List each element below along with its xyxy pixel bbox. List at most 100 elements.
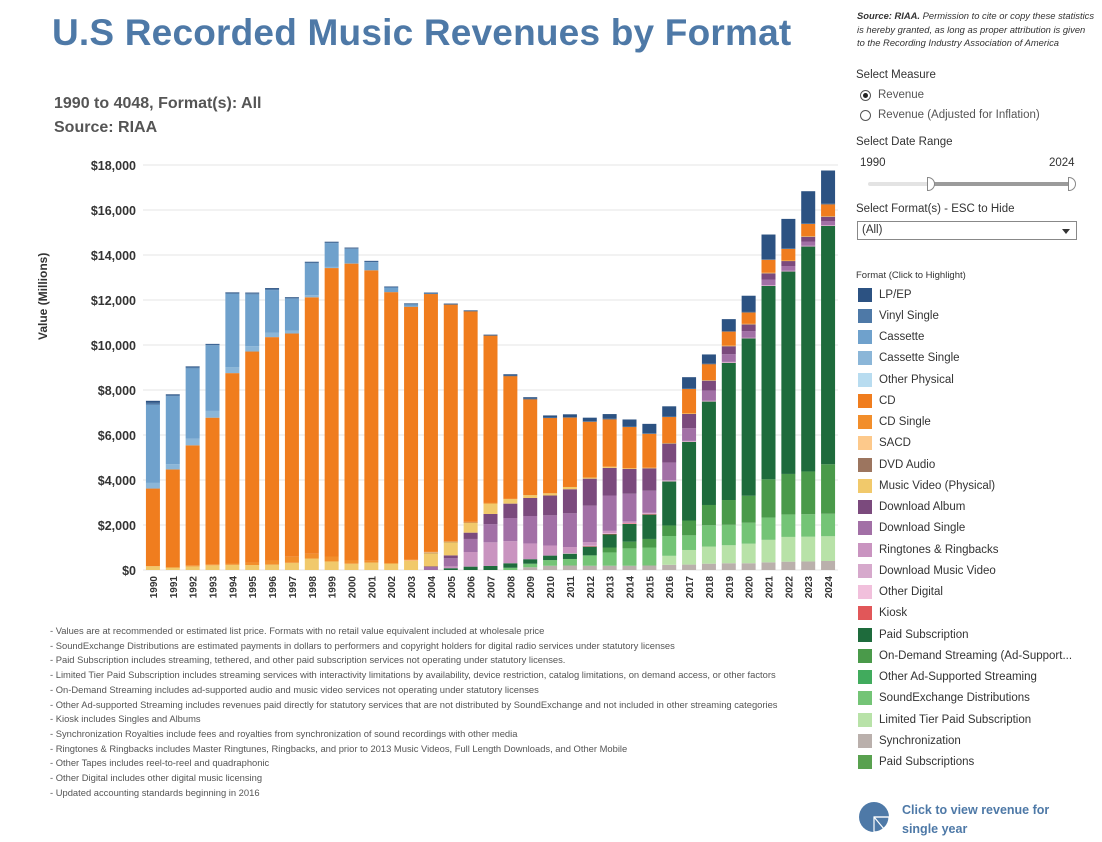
bar-segment[interactable] <box>642 547 657 566</box>
bar-segment[interactable] <box>801 245 816 247</box>
bar-segment[interactable] <box>404 306 419 560</box>
bar-segment[interactable] <box>781 270 796 272</box>
bar-segment[interactable] <box>662 462 677 481</box>
legend-item[interactable]: Cassette <box>858 327 1098 348</box>
bar-segment[interactable] <box>423 551 438 553</box>
bar-segment[interactable] <box>265 337 280 561</box>
bar-segment[interactable] <box>205 345 220 411</box>
bar-segment[interactable] <box>324 556 339 562</box>
legend-item[interactable]: Synchronization <box>858 730 1098 751</box>
bar-segment[interactable] <box>384 286 399 288</box>
bar-segment[interactable] <box>801 236 816 242</box>
bar-segment[interactable] <box>642 514 657 539</box>
bar-segment[interactable] <box>245 292 260 294</box>
bar-segment[interactable] <box>523 399 538 496</box>
bar-segment[interactable] <box>781 266 796 271</box>
legend-item[interactable]: Download Single <box>858 518 1098 539</box>
bar-segment[interactable] <box>622 565 637 570</box>
bar-segment[interactable] <box>443 558 458 567</box>
bar-segment[interactable] <box>662 564 677 570</box>
bar-segment[interactable] <box>701 380 716 391</box>
bar-segment[interactable] <box>562 553 577 559</box>
bar-segment[interactable] <box>503 375 518 377</box>
bar-segment[interactable] <box>682 377 697 389</box>
bar-segment[interactable] <box>801 236 816 237</box>
bar-segment[interactable] <box>622 521 637 523</box>
bar-segment[interactable] <box>463 310 478 312</box>
bar-segment[interactable] <box>344 563 359 570</box>
bar-segment[interactable] <box>463 532 478 539</box>
bar-segment[interactable] <box>701 504 716 526</box>
bar-segment[interactable] <box>304 263 319 296</box>
bar-segment[interactable] <box>662 443 677 463</box>
bar-segment[interactable] <box>384 292 399 564</box>
bar-segment[interactable] <box>582 555 597 566</box>
bar-segment[interactable] <box>265 290 280 333</box>
bar-segment[interactable] <box>682 428 697 441</box>
bar-segment[interactable] <box>503 518 518 542</box>
bar-segment[interactable] <box>602 414 617 419</box>
bar-segment[interactable] <box>265 288 280 291</box>
bar-segment[interactable] <box>682 413 697 414</box>
bar-segment[interactable] <box>801 536 816 562</box>
bar-segment[interactable] <box>721 545 736 564</box>
bar-segment[interactable] <box>781 561 796 570</box>
bar-segment[interactable] <box>602 467 617 496</box>
bar-segment[interactable] <box>523 495 538 498</box>
bar-segment[interactable] <box>324 243 339 267</box>
bar-segment[interactable] <box>582 565 597 570</box>
bar-segment[interactable] <box>721 362 736 363</box>
bar-segment[interactable] <box>781 260 796 262</box>
bar-segment[interactable] <box>165 394 180 397</box>
bar-segment[interactable] <box>562 486 577 490</box>
bar-segment[interactable] <box>404 303 419 305</box>
bar-segment[interactable] <box>265 288 280 289</box>
bar-segment[interactable] <box>761 234 776 260</box>
bar-segment[interactable] <box>245 351 260 563</box>
bar-segment[interactable] <box>682 388 697 414</box>
bar-segment[interactable] <box>483 542 498 566</box>
bar-segment[interactable] <box>503 498 518 504</box>
bar-segment[interactable] <box>423 566 438 570</box>
bar-segment[interactable] <box>701 401 716 505</box>
legend-item[interactable]: Other Physical <box>858 369 1098 390</box>
bar-segment[interactable] <box>324 268 339 557</box>
bar-segment[interactable] <box>642 433 657 468</box>
bar-segment[interactable] <box>543 560 558 566</box>
bar-segment[interactable] <box>145 482 160 489</box>
bar-segment[interactable] <box>662 406 677 417</box>
bar-segment[interactable] <box>821 225 836 465</box>
bar-segment[interactable] <box>443 568 458 570</box>
bar-segment[interactable] <box>582 505 597 543</box>
bar-segment[interactable] <box>543 417 558 419</box>
bar-segment[interactable] <box>463 538 478 552</box>
legend-item[interactable]: Cassette Single <box>858 348 1098 369</box>
bar-segment[interactable] <box>384 287 399 293</box>
bar-segment[interactable] <box>642 565 657 571</box>
legend-item[interactable]: Other Digital <box>858 582 1098 603</box>
bar-segment[interactable] <box>741 337 756 339</box>
bar-segment[interactable] <box>741 331 756 338</box>
bar-segment[interactable] <box>463 521 478 523</box>
bar-segment[interactable] <box>185 366 200 369</box>
bar-segment[interactable] <box>185 368 200 439</box>
bar-segment[interactable] <box>523 543 538 560</box>
bar-segment[interactable] <box>662 525 677 537</box>
bar-segment[interactable] <box>344 560 359 564</box>
bar-segment[interactable] <box>721 361 736 363</box>
bar-segment[interactable] <box>721 500 736 525</box>
date-slider-end-handle[interactable] <box>1068 177 1076 191</box>
bar-segment[interactable] <box>721 346 736 355</box>
bar-segment[interactable] <box>602 547 617 553</box>
bar-segment[interactable] <box>503 541 518 564</box>
bar-segment[interactable] <box>801 223 816 237</box>
bar-segment[interactable] <box>721 524 736 546</box>
bar-segment[interactable] <box>741 324 756 332</box>
bar-segment[interactable] <box>483 502 498 504</box>
bar-segment[interactable] <box>701 525 716 547</box>
bar-segment[interactable] <box>801 223 816 224</box>
bar-segment[interactable] <box>761 285 776 480</box>
bar-segment[interactable] <box>701 363 716 381</box>
bar-segment[interactable] <box>761 259 776 273</box>
legend-item[interactable]: Ringtones & Ringbacks <box>858 539 1098 560</box>
